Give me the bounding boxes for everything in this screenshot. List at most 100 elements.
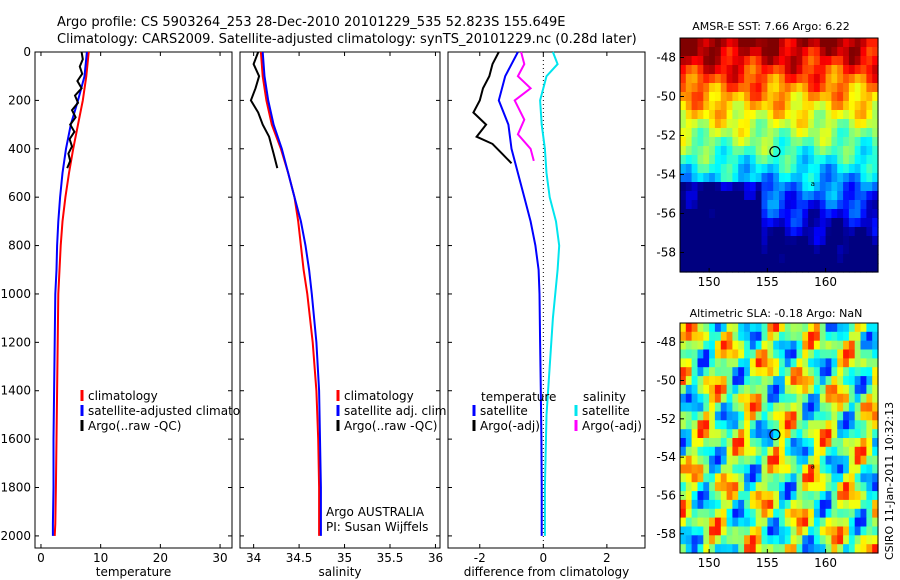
map-cell [848, 384, 856, 395]
map-cell [691, 464, 698, 474]
map-cell [761, 110, 768, 120]
map-cell [825, 491, 832, 501]
map-cell [714, 191, 722, 201]
map-cell [755, 110, 763, 120]
map-cell [831, 367, 838, 377]
map-cell [872, 155, 879, 165]
map-cell [872, 83, 879, 93]
map-cell [714, 411, 722, 421]
map-cell [796, 544, 803, 554]
map-cell [819, 236, 827, 246]
map-cell [872, 47, 879, 57]
map-cell [819, 155, 827, 165]
map-cell [755, 200, 763, 210]
map-cell [866, 83, 873, 93]
map-cell [837, 119, 844, 129]
map-cell [761, 402, 768, 412]
map-cell [843, 358, 850, 368]
map-cell [732, 65, 739, 75]
map-cell [796, 438, 803, 448]
map-cell [819, 110, 827, 120]
map-cell [813, 526, 821, 536]
map-cell [714, 438, 722, 448]
map-cell [709, 340, 716, 351]
map-cell [744, 227, 751, 237]
map-cell [796, 56, 803, 66]
map-cell [790, 110, 797, 120]
map-cell [749, 323, 757, 333]
map-cell [685, 164, 693, 174]
map-cell [744, 110, 751, 120]
map-cell [738, 473, 745, 483]
map-cell [790, 218, 797, 228]
map-cell [685, 517, 693, 527]
map-cell [843, 473, 850, 483]
map-cell [860, 331, 867, 342]
map-cell [738, 191, 745, 201]
map-cell [691, 245, 698, 255]
map-cell [790, 464, 797, 474]
map-cell [796, 349, 803, 359]
map-cell [790, 358, 797, 368]
map-cell [767, 384, 774, 395]
map-cell [802, 376, 809, 386]
map-cell [703, 508, 710, 519]
map-cell [732, 323, 739, 333]
map-cell [685, 47, 693, 57]
map-cell [837, 254, 844, 264]
map-cell [703, 367, 710, 377]
map-cell [761, 358, 768, 368]
map-cell [773, 438, 780, 448]
map-cell [779, 384, 786, 395]
map-cell [866, 155, 873, 165]
map-cell [837, 323, 844, 333]
map-cell [709, 164, 716, 174]
map-cell [860, 517, 867, 527]
legend-title-salinity: salinity [583, 390, 626, 404]
map-cell [837, 491, 844, 501]
map-cell [854, 323, 862, 333]
map-cell [808, 438, 815, 448]
map-cell [779, 146, 786, 156]
map-cell [831, 56, 838, 66]
map-cell [796, 173, 803, 183]
map-cell [843, 254, 850, 264]
map-cell [819, 535, 827, 545]
map-cell [802, 499, 809, 510]
map-cell [854, 38, 862, 48]
map-cell [837, 438, 844, 448]
map-cell [784, 526, 792, 536]
sla-map: 150 155 160-48-50-52-54-56-58a [656, 322, 879, 570]
map-cell [808, 491, 815, 501]
map-cell [784, 491, 792, 501]
map-cell [720, 164, 728, 174]
map-cell [685, 499, 693, 510]
map-cell [825, 535, 832, 545]
map-cell [703, 128, 710, 138]
map-cell [761, 429, 768, 439]
map-cell [726, 384, 733, 395]
map-cell [819, 101, 827, 111]
map-cell [796, 137, 803, 147]
map-cell [779, 482, 786, 492]
map-cell [831, 473, 838, 483]
map-cell [790, 367, 797, 377]
map-cell [703, 358, 710, 368]
map-cell [744, 358, 751, 368]
x-tick-label: 0 [540, 551, 548, 565]
map-cell [726, 376, 733, 386]
map-cell [726, 182, 733, 192]
map-cell [680, 499, 687, 510]
map-cell [744, 535, 751, 545]
map-cell [761, 146, 768, 156]
map-cell [796, 110, 803, 120]
map-cell [825, 218, 832, 228]
map-cell [714, 200, 722, 210]
map-cell [854, 173, 862, 183]
map-cell [819, 544, 827, 554]
map-cell [848, 349, 856, 359]
map-cell [726, 411, 733, 421]
title-sla-map: Altimetric SLA: -0.18 Argo: NaN [690, 307, 863, 320]
map-cell [854, 402, 862, 412]
map-cell [697, 65, 704, 75]
